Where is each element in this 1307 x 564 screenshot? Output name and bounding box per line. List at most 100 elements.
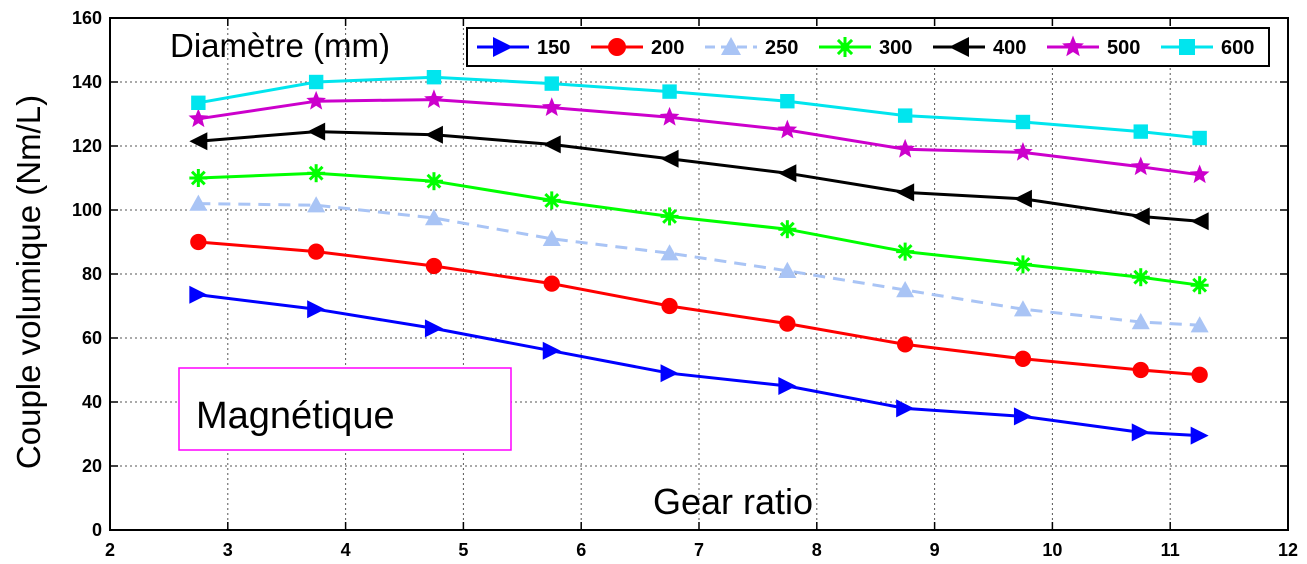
series-line <box>198 240 1200 377</box>
y-tick-label: 20 <box>82 456 102 476</box>
data-point <box>306 90 326 110</box>
legend-label: 600 <box>1221 37 1254 59</box>
data-point <box>542 135 561 154</box>
data-point <box>307 164 326 183</box>
data-point <box>190 233 207 251</box>
x-axis-label: Gear ratio <box>653 481 813 522</box>
series-line <box>198 293 1200 438</box>
data-point <box>1014 350 1032 367</box>
legend-label: 400 <box>993 37 1026 59</box>
x-tick-label: 8 <box>812 540 822 560</box>
data-point <box>897 336 914 353</box>
data-point <box>424 89 444 108</box>
y-tick-label: 40 <box>82 392 102 412</box>
series-150 <box>189 285 1209 445</box>
data-point <box>1013 407 1032 426</box>
legend-title: Diamètre (mm) <box>170 27 390 64</box>
data-point <box>425 257 443 275</box>
data-point <box>660 207 679 226</box>
legend-marker <box>835 37 855 57</box>
data-point <box>1189 164 1210 184</box>
data-point <box>1191 366 1208 383</box>
data-point <box>544 76 559 91</box>
data-point <box>1131 423 1150 442</box>
annotation-text: Magnétique <box>196 395 395 437</box>
data-point <box>1013 300 1032 317</box>
data-point <box>1190 316 1209 333</box>
data-point <box>307 300 326 319</box>
data-point <box>896 399 915 418</box>
y-axis-label: Couple volumique (Nm/L) <box>10 95 47 469</box>
data-point <box>778 377 797 395</box>
data-point <box>189 285 208 304</box>
data-point <box>778 220 797 239</box>
data-point <box>542 191 561 210</box>
series-300 <box>189 164 1209 295</box>
data-point <box>426 70 442 85</box>
data-point <box>897 108 913 123</box>
series-500 <box>188 89 1210 184</box>
series-line <box>198 171 1200 287</box>
x-tick-label: 9 <box>930 540 940 560</box>
series-layer <box>188 70 1210 445</box>
annotation-box: Magnétique <box>178 367 512 451</box>
data-point <box>191 95 206 110</box>
x-tick-label: 6 <box>576 540 586 560</box>
x-tick-label: 5 <box>458 540 468 560</box>
legend: 150 200 250 300 400 500 600 <box>466 27 1270 67</box>
y-tick-label: 80 <box>82 264 102 284</box>
data-point <box>895 138 915 158</box>
series-line <box>198 130 1200 223</box>
legend-marker <box>949 37 969 57</box>
x-tick-label: 11 <box>1161 540 1180 560</box>
data-point <box>1190 212 1209 231</box>
data-point <box>660 149 679 168</box>
y-tick-label: 0 <box>92 520 102 540</box>
data-point <box>778 164 797 183</box>
x-tick-label: 7 <box>694 540 704 560</box>
data-point <box>1013 255 1032 274</box>
x-tick-label: 4 <box>341 540 351 560</box>
series-line <box>198 75 1200 140</box>
data-point <box>1015 114 1031 130</box>
data-point <box>424 209 443 226</box>
data-point <box>660 364 679 383</box>
data-point <box>1130 156 1151 176</box>
series-line <box>198 98 1200 177</box>
series-200 <box>190 233 1208 383</box>
x-tick-label: 2 <box>105 540 115 560</box>
legend-marker <box>721 37 741 55</box>
data-point <box>1013 189 1032 208</box>
data-point <box>1013 142 1033 161</box>
data-point <box>896 242 915 261</box>
data-point <box>662 84 677 99</box>
data-point <box>1190 276 1209 295</box>
data-point <box>659 106 680 126</box>
data-point <box>1131 207 1150 226</box>
y-tick-label: 140 <box>72 72 102 92</box>
y-tick-label: 60 <box>82 328 102 348</box>
series-250 <box>189 194 1209 333</box>
data-point <box>543 275 560 292</box>
data-point <box>189 194 208 211</box>
y-tick-label: 120 <box>72 136 102 156</box>
legend-marker <box>493 37 513 57</box>
data-point <box>424 319 443 338</box>
data-point <box>307 196 326 213</box>
data-point <box>1190 426 1209 445</box>
data-point <box>1192 130 1207 146</box>
legend-marker <box>1179 39 1195 55</box>
data-point <box>308 74 324 90</box>
data-point <box>896 183 915 202</box>
data-point <box>308 243 325 260</box>
legend-label: 300 <box>879 37 912 59</box>
data-point <box>1131 268 1150 287</box>
series-line <box>198 202 1200 327</box>
data-point <box>189 169 208 187</box>
data-point <box>777 119 798 139</box>
y-tick-label: 160 <box>72 8 102 28</box>
data-point <box>896 281 915 298</box>
data-point <box>307 122 326 141</box>
